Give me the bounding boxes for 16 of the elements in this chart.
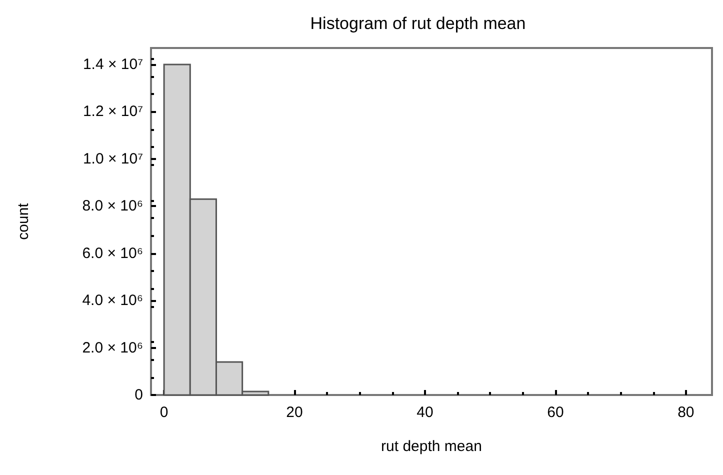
y-tick-label: 1.2 × 10⁷ bbox=[82, 103, 143, 120]
x-tick-label: 60 bbox=[547, 404, 564, 421]
y-axis-title: count bbox=[15, 202, 32, 240]
chart-title: Histogram of rut depth mean bbox=[310, 14, 526, 33]
y-tick-label: 2.0 × 10⁶ bbox=[82, 339, 143, 356]
x-axis-title: rut depth mean bbox=[381, 438, 482, 455]
y-tick-label: 6.0 × 10⁶ bbox=[82, 244, 143, 262]
y-tick-label: 1.0 × 10⁷ bbox=[82, 150, 143, 168]
y-tick-label: 1.4 × 10⁷ bbox=[82, 56, 143, 74]
x-tick-label: 0 bbox=[160, 404, 168, 421]
x-tick-label: 80 bbox=[678, 404, 694, 421]
x-tick-label: 40 bbox=[416, 404, 434, 421]
y-tick-label: 0 bbox=[134, 386, 143, 404]
x-tick-label: 20 bbox=[286, 404, 303, 421]
y-tick-label: 4.0 × 10⁶ bbox=[82, 292, 143, 310]
y-tick-label: 8.0 × 10⁶ bbox=[82, 198, 143, 215]
